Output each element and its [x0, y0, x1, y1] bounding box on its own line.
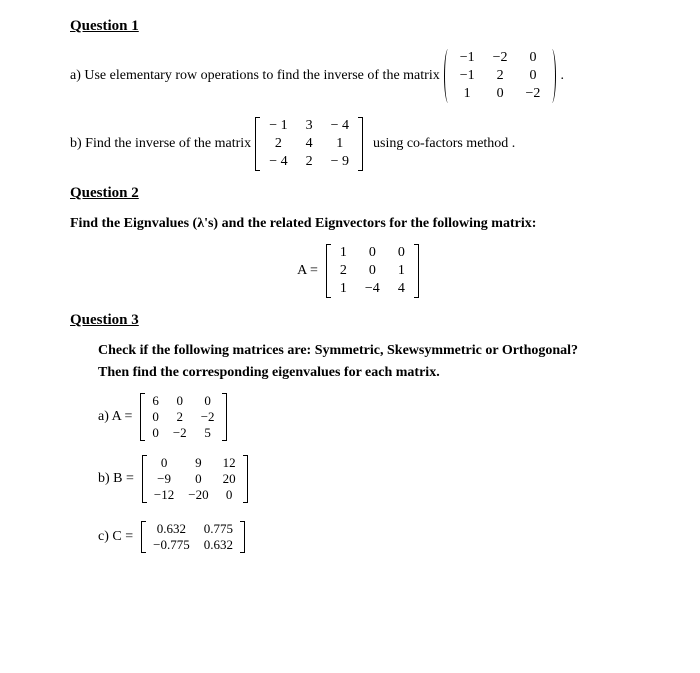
q1a-line: a) Use elementary row operations to find…	[70, 49, 650, 103]
q1-heading: Question 1	[70, 18, 650, 35]
q2-heading: Question 2	[70, 185, 650, 202]
q2-matrix: 100 201 1−44	[326, 244, 419, 298]
q3a-matrix: 600 02−2 0−25	[140, 393, 226, 441]
q2-matrix-line: A = 100 201 1−44	[70, 244, 650, 298]
document-page: Question 1 a) Use elementary row operati…	[0, 0, 700, 585]
q3c-line: c) C = 0.6320.775 −0.7750.632	[98, 521, 650, 553]
q1b-matrix: − 13− 4 241 − 42− 9	[255, 117, 363, 171]
q1a-suffix: .	[560, 68, 564, 84]
q3a-label: a) A =	[98, 409, 132, 425]
q3c-label: c) C =	[98, 529, 133, 545]
q1b-suffix: using co-factors method .	[373, 136, 515, 152]
q3-prompt1: Check if the following matrices are: Sym…	[98, 343, 650, 359]
q3-prompt-block: Check if the following matrices are: Sym…	[98, 343, 650, 381]
q2-prompt: Find the Eignvalues (λ's) and the relate…	[70, 216, 650, 232]
q1a-matrix: −1−20 −120 10−2	[444, 49, 557, 103]
q1a-prefix: a) Use elementary row operations to find…	[70, 68, 440, 84]
q3-heading: Question 3	[70, 312, 650, 329]
q2-label: A =	[297, 263, 318, 279]
q3a-line: a) A = 600 02−2 0−25	[98, 393, 650, 441]
q1b-prefix: b) Find the inverse of the matrix	[70, 136, 251, 152]
q3-prompt2: Then find the corresponding eigenvalues …	[98, 365, 650, 381]
q3c-matrix: 0.6320.775 −0.7750.632	[141, 521, 245, 553]
q3b-matrix: 0912 −9020 −12−200	[142, 455, 248, 503]
q3b-label: b) B =	[98, 471, 134, 487]
q3b-line: b) B = 0912 −9020 −12−200	[98, 455, 650, 503]
q1b-line: b) Find the inverse of the matrix − 13− …	[70, 117, 650, 171]
